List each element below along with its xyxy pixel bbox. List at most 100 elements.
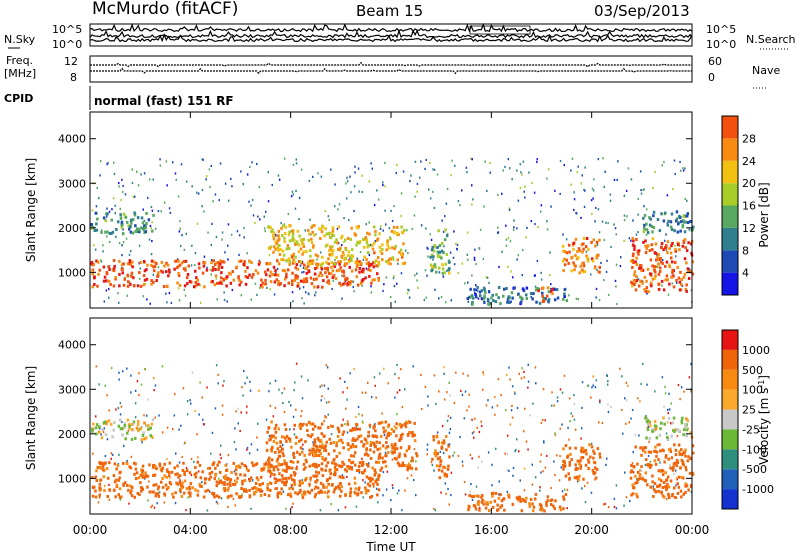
scatter-cell xyxy=(531,181,533,184)
scatter-cell xyxy=(108,483,110,486)
echo-cell xyxy=(656,256,659,259)
echo-cell xyxy=(407,447,411,451)
scatter-cell xyxy=(111,453,114,456)
echo-cell xyxy=(648,249,652,253)
scatter-cell xyxy=(108,409,110,412)
echo-cell xyxy=(644,446,647,449)
echo-cell xyxy=(582,264,586,268)
echo-cell xyxy=(395,457,398,461)
scatter-cell xyxy=(486,276,489,279)
echo-cell xyxy=(149,434,152,438)
scatter-cell xyxy=(426,443,429,446)
scatter-cell xyxy=(565,238,568,241)
echo-cell xyxy=(261,281,264,285)
echo-cell xyxy=(280,463,283,466)
echo-cell xyxy=(101,468,105,472)
echo-cell xyxy=(429,255,432,259)
scatter-cell xyxy=(246,173,249,176)
scatter-cell xyxy=(413,214,416,217)
scatter-cell xyxy=(143,172,146,175)
scatter-cell xyxy=(668,408,671,411)
scatter-cell xyxy=(598,299,601,302)
scatter-cell xyxy=(494,396,496,399)
echo-cell xyxy=(191,486,194,490)
echo-cell xyxy=(635,274,638,278)
echo-cell xyxy=(652,214,655,218)
scatter-cell xyxy=(351,427,354,430)
echo-cell xyxy=(143,421,146,425)
echo-cell xyxy=(239,473,242,477)
echo-cell xyxy=(358,260,361,264)
scatter-cell xyxy=(517,254,520,257)
scatter-cell xyxy=(443,372,445,375)
echo-cell xyxy=(692,225,695,229)
echo-cell xyxy=(366,251,370,255)
echo-cell xyxy=(431,265,434,269)
scatter-cell xyxy=(373,203,376,207)
scatter-cell xyxy=(308,484,311,488)
scatter-cell xyxy=(122,241,125,244)
scatter-cell xyxy=(259,286,261,289)
echo-cell xyxy=(651,248,654,252)
scatter-cell xyxy=(361,174,363,177)
scatter-cell xyxy=(430,238,433,241)
echo-cell xyxy=(475,494,478,498)
echo-cell xyxy=(321,468,324,472)
echo-cell xyxy=(266,488,270,492)
echo-cell xyxy=(256,271,260,275)
echo-cell xyxy=(586,257,590,261)
echo-cell xyxy=(280,487,283,491)
echo-cell xyxy=(214,268,217,271)
echo-cell xyxy=(183,479,187,483)
echo-cell xyxy=(95,222,98,226)
scatter-cell xyxy=(382,289,384,292)
echo-cell xyxy=(193,285,196,289)
echo-cell xyxy=(686,212,689,216)
echo-cell xyxy=(268,274,272,278)
echo-cell xyxy=(276,495,280,499)
echo-cell xyxy=(344,248,348,252)
scatter-cell xyxy=(598,231,601,234)
echo-cell xyxy=(400,464,404,468)
echo-cell xyxy=(691,272,695,276)
scatter-cell xyxy=(198,413,200,416)
scatter-cell xyxy=(530,220,533,223)
echo-cell xyxy=(378,452,382,456)
echo-cell xyxy=(243,260,246,264)
echo-cell xyxy=(152,483,155,487)
scatter-cell xyxy=(524,196,526,199)
echo-cell xyxy=(435,270,438,274)
scatter-cell xyxy=(573,208,575,212)
scatter-cell xyxy=(401,509,403,512)
echo-cell xyxy=(375,460,378,464)
scatter-cell xyxy=(523,376,526,379)
scatter-cell xyxy=(238,234,241,237)
scatter-cell xyxy=(424,167,426,170)
echo-cell xyxy=(287,437,291,440)
echo-cell xyxy=(433,451,436,455)
scatter-cell xyxy=(185,232,187,235)
echo-cell xyxy=(316,486,320,490)
echo-cell xyxy=(299,482,302,486)
echo-cell xyxy=(582,242,585,246)
echo-cell xyxy=(180,261,184,265)
scatter-cell xyxy=(431,463,434,467)
echo-cell xyxy=(682,275,686,279)
echo-cell xyxy=(659,256,662,260)
echo-cell xyxy=(177,274,181,277)
echo-cell xyxy=(137,230,140,233)
scatter-cell xyxy=(177,287,180,290)
echo-cell xyxy=(581,447,585,451)
scatter-cell xyxy=(263,227,266,230)
echo-cell xyxy=(373,473,376,477)
scatter-cell xyxy=(210,452,212,455)
scatter-cell xyxy=(462,464,464,467)
echo-cell xyxy=(293,478,296,482)
echo-cell xyxy=(654,242,658,246)
echo-cell xyxy=(634,474,637,478)
scatter-cell xyxy=(536,259,539,262)
echo-cell xyxy=(378,232,381,236)
echo-cell xyxy=(642,216,645,220)
scatter-cell xyxy=(480,424,483,428)
echo-cell xyxy=(598,270,601,274)
